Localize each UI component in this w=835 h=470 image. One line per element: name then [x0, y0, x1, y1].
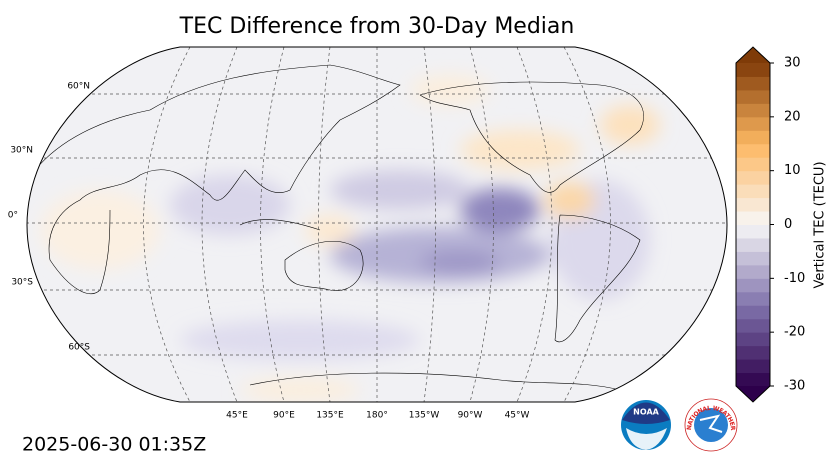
lat-label: 30°N [10, 146, 33, 156]
timestamp: 2025-06-30 01:35Z [22, 434, 206, 456]
colorbar-band [736, 278, 770, 293]
lon-label: 90°E [273, 411, 295, 421]
colorbar-band [736, 318, 770, 333]
noaa-text: NOAA [633, 408, 659, 417]
colorbar-band [736, 116, 770, 131]
colorbar-tick-label: 20 [784, 109, 801, 124]
colorbar-band [736, 143, 770, 158]
colorbar-band [736, 264, 770, 279]
lon-label: 180° [366, 411, 388, 421]
colorbar-band [736, 184, 770, 199]
colorbar-band [736, 345, 770, 360]
colorbar-band [736, 63, 770, 77]
map-border [26, 46, 728, 403]
coastlines [34, 64, 644, 391]
lon-label: 135°E [316, 411, 344, 421]
lat-label: 30°S [11, 278, 33, 288]
colorbar-extend-top [736, 47, 770, 63]
colorbar-band [736, 291, 770, 306]
colorbar-band [736, 305, 770, 320]
colorbar-band [736, 130, 770, 145]
colorbar-band [736, 89, 770, 104]
lat-label: 0° [8, 211, 18, 221]
colorbar-label: Vertical TEC (TECU) [813, 161, 828, 288]
lon-label: 45°W [505, 411, 530, 421]
colorbar-band [736, 170, 770, 185]
colorbar-band [736, 251, 770, 266]
colorbar-tick-label: -20 [784, 325, 805, 340]
title: TEC Difference from 30-Day Median [179, 14, 575, 39]
colorbar-band [736, 103, 770, 118]
lon-label: 45°E [226, 411, 248, 421]
graticule [27, 47, 727, 402]
lon-label: 90°W [458, 411, 483, 421]
colorbar: -30 -20 -10 0 10 20 30 Vertical TEC (TECU) [735, 46, 828, 403]
colorbar-tick-label: 0 [784, 217, 792, 232]
map-labels: 60°N 30°N 0° 30°S 60°S 45°E 90°E 135°E 180° 135°W… [8, 82, 530, 421]
colorbar-tick-label: -30 [784, 379, 805, 394]
colorbar-band [736, 372, 770, 387]
colorbar-tick-label: 10 [784, 163, 801, 178]
lon-label: 135°W [409, 411, 440, 421]
colorbar-band [736, 359, 770, 374]
colorbar-band [736, 157, 770, 172]
colorbar-tick-label: -10 [784, 271, 805, 286]
colorbar-tick-label: 30 [784, 56, 801, 71]
colorbar-band [736, 76, 770, 91]
map [27, 47, 727, 402]
colorbar-band [736, 237, 770, 252]
lat-label: 60°N [67, 82, 90, 92]
colorbar-extend-bottom [736, 386, 770, 402]
noaa-logo: NOAA [621, 400, 671, 450]
lat-label: 60°S [68, 343, 90, 353]
colorbar-band [736, 211, 770, 225]
colorbar-band [736, 332, 770, 347]
colorbar-band [736, 224, 770, 239]
colorbar-band [736, 197, 770, 212]
